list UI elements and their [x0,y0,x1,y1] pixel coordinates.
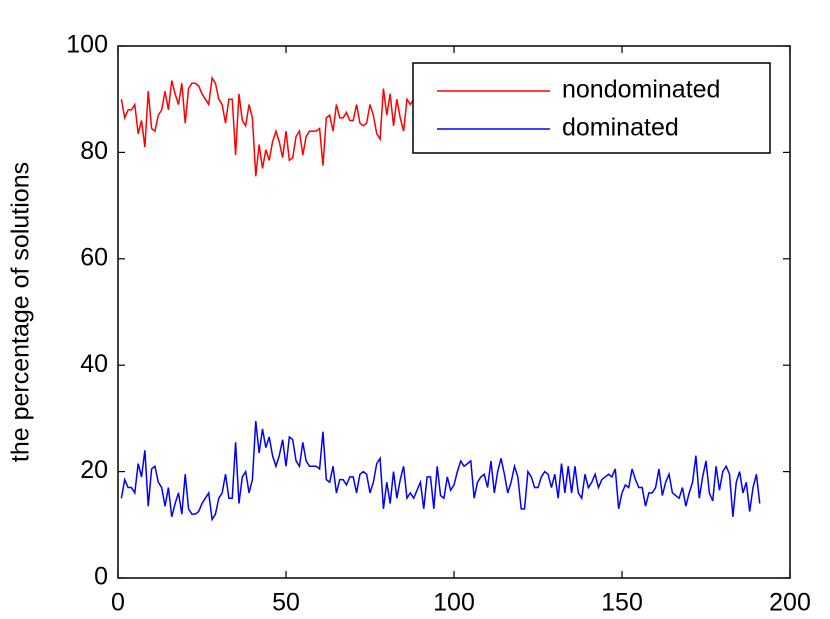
y-tick-label: 40 [80,350,108,378]
y-tick-label: 100 [66,31,108,59]
x-tick-label: 100 [433,589,475,617]
legend-label: dominated [562,114,679,142]
data-line [120,420,761,522]
x-tick-label: 0 [111,589,125,617]
legend-label: nondominated [562,76,720,104]
x-tick-label: 50 [272,589,300,617]
x-tick-label: 200 [769,589,811,617]
legend-box [412,62,771,154]
x-tick-label: 150 [601,589,643,617]
y-axis-label: the percentage of solutions [7,162,35,462]
y-tick-label: 60 [80,243,108,271]
y-tick-label: 20 [80,456,108,484]
y-tick-label: 0 [94,563,108,591]
y-tick-label: 80 [80,137,108,165]
